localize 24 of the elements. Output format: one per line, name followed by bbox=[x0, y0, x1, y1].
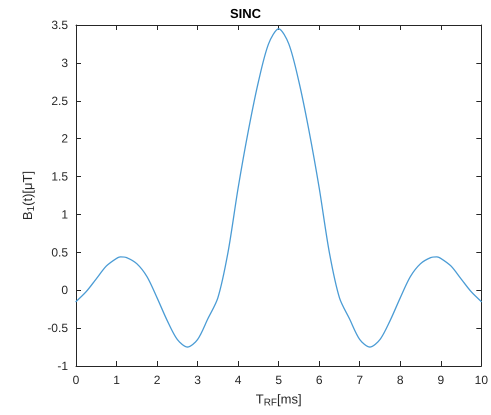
y-tick-label: 3.5 bbox=[51, 18, 68, 32]
chart-title: SINC bbox=[230, 6, 262, 21]
x-tick-label: 10 bbox=[474, 373, 488, 387]
y-tick-label: 1 bbox=[61, 207, 68, 222]
x-tick-label: 4 bbox=[234, 373, 242, 387]
y-tick-label: 1.5 bbox=[51, 170, 68, 184]
x-tick-label: 6 bbox=[316, 373, 323, 387]
x-tick-label: 3 bbox=[194, 373, 202, 387]
y-tick-label: -0.5 bbox=[47, 321, 68, 336]
x-tick-label: 7 bbox=[356, 373, 364, 387]
y-tick-label: 2.5 bbox=[51, 94, 68, 108]
x-tick-label: 0 bbox=[72, 373, 80, 387]
x-tick-label: 2 bbox=[154, 373, 161, 387]
x-tick-label: 8 bbox=[396, 373, 404, 387]
y-tick-label: -1 bbox=[57, 359, 68, 373]
x-tick-label: 5 bbox=[275, 373, 282, 387]
y-axis-title: B1(t)[μT] bbox=[20, 170, 37, 220]
x-tick-label: 9 bbox=[437, 373, 444, 387]
y-tick-label: 0 bbox=[61, 283, 68, 298]
y-tick-label: 2 bbox=[61, 132, 68, 146]
y-tick-label: 0.5 bbox=[51, 245, 68, 260]
y-tick-label: 3 bbox=[61, 56, 68, 70]
line-series bbox=[75, 28, 482, 348]
x-tick-label: 1 bbox=[113, 373, 120, 387]
